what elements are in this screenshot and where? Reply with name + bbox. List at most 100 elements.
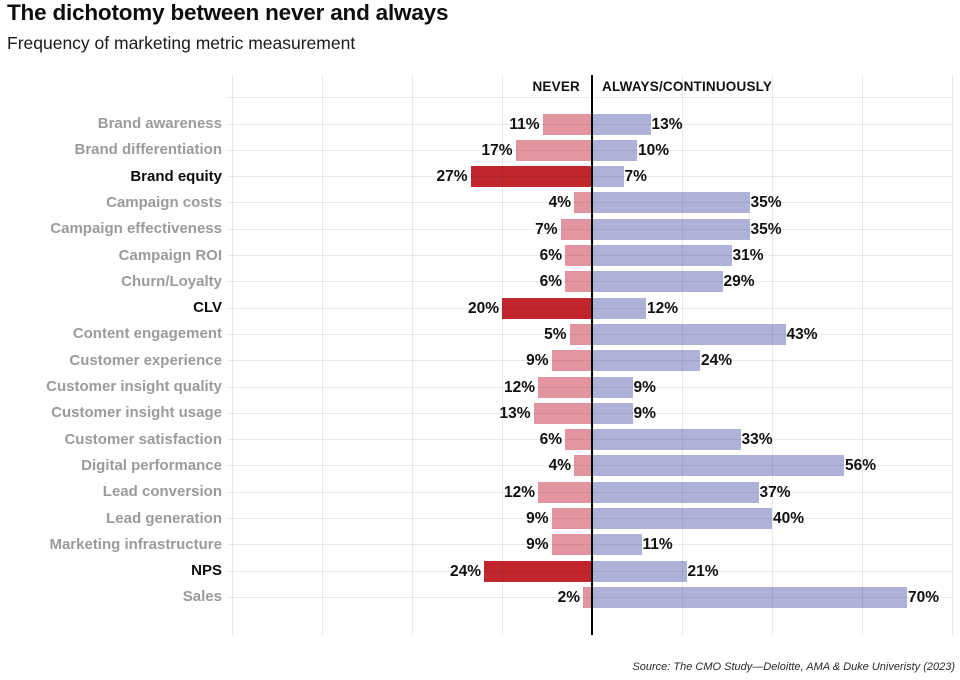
never-bar: [515, 139, 592, 161]
grid-line-horizontal: [227, 360, 953, 362]
grid-line-horizontal: [227, 228, 953, 230]
always-value: 10%: [638, 141, 670, 159]
always-value: 35%: [750, 220, 782, 238]
never-bar: [470, 166, 592, 188]
never-bar: [551, 350, 592, 372]
always-bar: [592, 534, 642, 556]
always-value: 11%: [642, 536, 673, 554]
never-bar: [565, 245, 592, 266]
always-bar: [592, 429, 741, 451]
never-value: 27%: [436, 168, 468, 186]
category-label: Brand equity: [130, 167, 222, 185]
always-bar: [592, 218, 750, 240]
always-bar: [592, 323, 786, 345]
grid-line-horizontal: [227, 123, 953, 125]
category-label: Customer insight usage: [51, 404, 222, 422]
always-value: 37%: [759, 483, 791, 501]
never-value: 2%: [557, 588, 580, 606]
column-header-always: ALWAYS/CONTINUOUSLY: [602, 79, 773, 94]
always-value: 9%: [633, 378, 656, 396]
category-label: Campaign ROI: [118, 246, 222, 264]
always-value: 7%: [624, 168, 647, 186]
always-bar: [592, 192, 750, 214]
never-value: 12%: [503, 378, 535, 396]
grid-line-horizontal: [227, 281, 953, 283]
category-label: Content engagement: [72, 325, 222, 343]
always-bar: [592, 402, 633, 424]
never-bar: [583, 586, 592, 608]
grid-line-horizontal: [227, 544, 953, 546]
grid-line-horizontal: [227, 518, 953, 519]
always-value: 21%: [687, 562, 719, 580]
never-value: 5%: [544, 325, 567, 343]
category-label: NPS: [191, 562, 222, 580]
always-value: 13%: [651, 115, 683, 133]
category-label: CLV: [193, 299, 222, 317]
never-bar: [484, 560, 592, 582]
never-bar: [569, 323, 592, 345]
category-label: Marketing infrastructure: [49, 535, 222, 553]
category-label: Lead conversion: [102, 483, 222, 501]
source-note: Source: The CMO Study—Deloitte, AMA & Du…: [632, 661, 955, 673]
never-value: 13%: [499, 404, 531, 422]
chart-subtitle: Frequency of marketing metric measuremen…: [7, 33, 356, 53]
center-axis-line: [590, 75, 594, 635]
never-bar: [551, 534, 592, 556]
grid-line-horizontal: [227, 307, 953, 309]
grid-line-horizontal: [227, 465, 953, 467]
never-bar: [538, 376, 592, 398]
never-value: 12%: [503, 483, 535, 501]
never-bar: [560, 218, 592, 240]
grid-line-vertical: [501, 75, 503, 635]
category-label: Brand differentiation: [74, 141, 222, 159]
never-value: 9%: [526, 510, 549, 527]
category-label: Churn/Loyalty: [121, 272, 222, 290]
never-bar: [574, 192, 592, 214]
category-label: Campaign costs: [106, 193, 222, 211]
grid-line-horizontal: [227, 255, 953, 256]
grid-line-vertical: [861, 75, 863, 635]
grid-line-vertical: [951, 75, 953, 635]
always-bar: [592, 166, 624, 188]
always-value: 40%: [773, 510, 805, 527]
grid-line-horizontal: [227, 386, 953, 388]
always-value: 33%: [741, 431, 773, 449]
grid-line-horizontal: [227, 149, 953, 151]
never-value: 6%: [539, 273, 562, 291]
always-value: 35%: [750, 194, 782, 212]
grid-line-horizontal: [227, 176, 953, 178]
grid-line-horizontal: [227, 439, 953, 441]
grid-line-horizontal: [227, 202, 953, 204]
always-bar: [592, 560, 687, 582]
grid-line-vertical: [231, 75, 233, 635]
always-bar: [592, 586, 907, 608]
always-value: 31%: [732, 247, 764, 264]
grid-line-horizontal: [227, 491, 953, 493]
category-label: Digital performance: [81, 456, 222, 474]
category-label: Customer experience: [69, 351, 222, 369]
grid-line-horizontal: [227, 333, 953, 335]
always-bar: [592, 113, 651, 135]
never-value: 17%: [481, 141, 513, 159]
never-value: 24%: [449, 562, 481, 580]
always-value: 9%: [633, 404, 656, 422]
grid-line-vertical: [681, 75, 683, 635]
always-value: 24%: [701, 352, 733, 370]
column-header-never: NEVER: [532, 79, 580, 94]
always-bar: [592, 350, 700, 372]
category-label: Customer insight quality: [46, 378, 222, 395]
never-value: 11%: [509, 115, 540, 133]
never-bar: [533, 402, 592, 424]
never-bar: [574, 455, 592, 477]
always-value: 29%: [723, 273, 755, 291]
never-value: 20%: [467, 299, 499, 317]
always-value: 43%: [786, 325, 818, 343]
grid-line-horizontal: [227, 596, 953, 598]
category-label: Brand awareness: [97, 115, 222, 132]
grid-line-horizontal: [227, 97, 953, 99]
always-value: 12%: [647, 299, 679, 317]
grid-line-horizontal: [227, 412, 953, 414]
category-label: Customer satisfaction: [64, 430, 222, 448]
never-value: 4%: [548, 457, 571, 475]
never-bar: [538, 481, 592, 503]
